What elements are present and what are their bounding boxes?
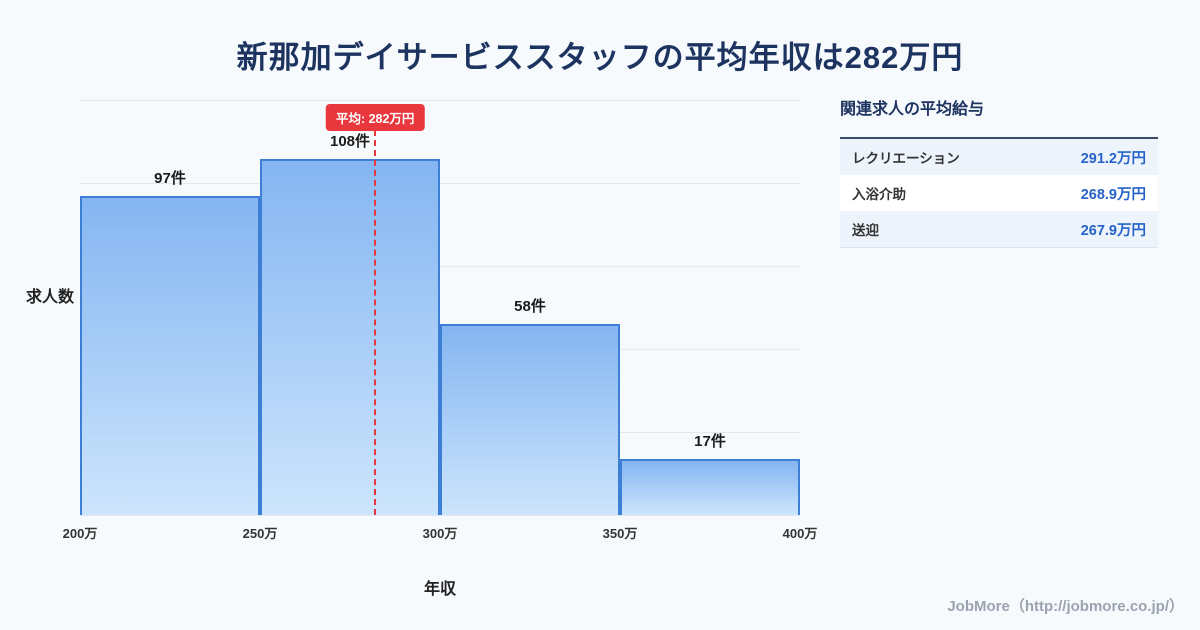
x-axis-ticks: 200万 250万 300万 350万 400万 (63, 523, 818, 543)
table-row: レクリエーション 291.2万円 (840, 139, 1158, 175)
y-axis-label: 求人数 (26, 289, 75, 306)
related-jobs-table: レクリエーション 291.2万円 入浴介助 268.9万円 送迎 267.9万円 (840, 137, 1158, 248)
job-label: 送迎 (852, 223, 879, 238)
x-axis-label: 年収 (423, 581, 456, 598)
x-tick: 250万 (242, 526, 278, 541)
x-tick: 200万 (62, 526, 98, 541)
bar-300-350 (440, 323, 620, 515)
bar-count-label: 17件 (694, 433, 726, 451)
related-jobs-title: 関連求人の平均給与 (840, 101, 985, 118)
bar-slot-200-250: 97件 (80, 100, 260, 515)
job-label: レクリエーション (852, 151, 960, 166)
bar-count-label: 58件 (514, 297, 546, 315)
bar-slot-300-350: 58件 (440, 100, 620, 515)
attribution-footer: JobMore（http://jobmore.co.jp/） (947, 598, 1184, 615)
page-title: 新那加デイサービススタッフの平均年収は282万円 (236, 40, 964, 75)
average-badge: 平均: 282万円 (325, 104, 425, 131)
bar-count-label: 97件 (154, 169, 186, 187)
bar-count-label: 108件 (329, 133, 371, 151)
job-salary: 291.2万円 (1080, 150, 1146, 167)
bar-200-250 (80, 195, 260, 515)
job-salary: 267.9万円 (1080, 222, 1146, 239)
table-row: 入浴介助 268.9万円 (840, 175, 1158, 211)
bar-350-400 (620, 459, 800, 515)
job-salary: 268.9万円 (1080, 186, 1146, 203)
job-label: 入浴介助 (852, 187, 906, 202)
bar-slot-350-400: 17件 (620, 100, 800, 515)
x-tick: 300万 (422, 526, 458, 541)
average-line (374, 130, 377, 515)
bar-250-300 (260, 159, 440, 515)
table-row: 送迎 267.9万円 (840, 211, 1158, 247)
salary-histogram: 97件 108件 58件 17件 平均: 282万円 (80, 100, 800, 516)
bar-slot-250-300: 108件 (260, 100, 440, 515)
x-tick: 400万 (782, 526, 818, 541)
related-jobs-panel: 関連求人の平均給与 レクリエーション 291.2万円 入浴介助 268.9万円 … (840, 95, 1158, 248)
x-tick: 350万 (602, 526, 638, 541)
